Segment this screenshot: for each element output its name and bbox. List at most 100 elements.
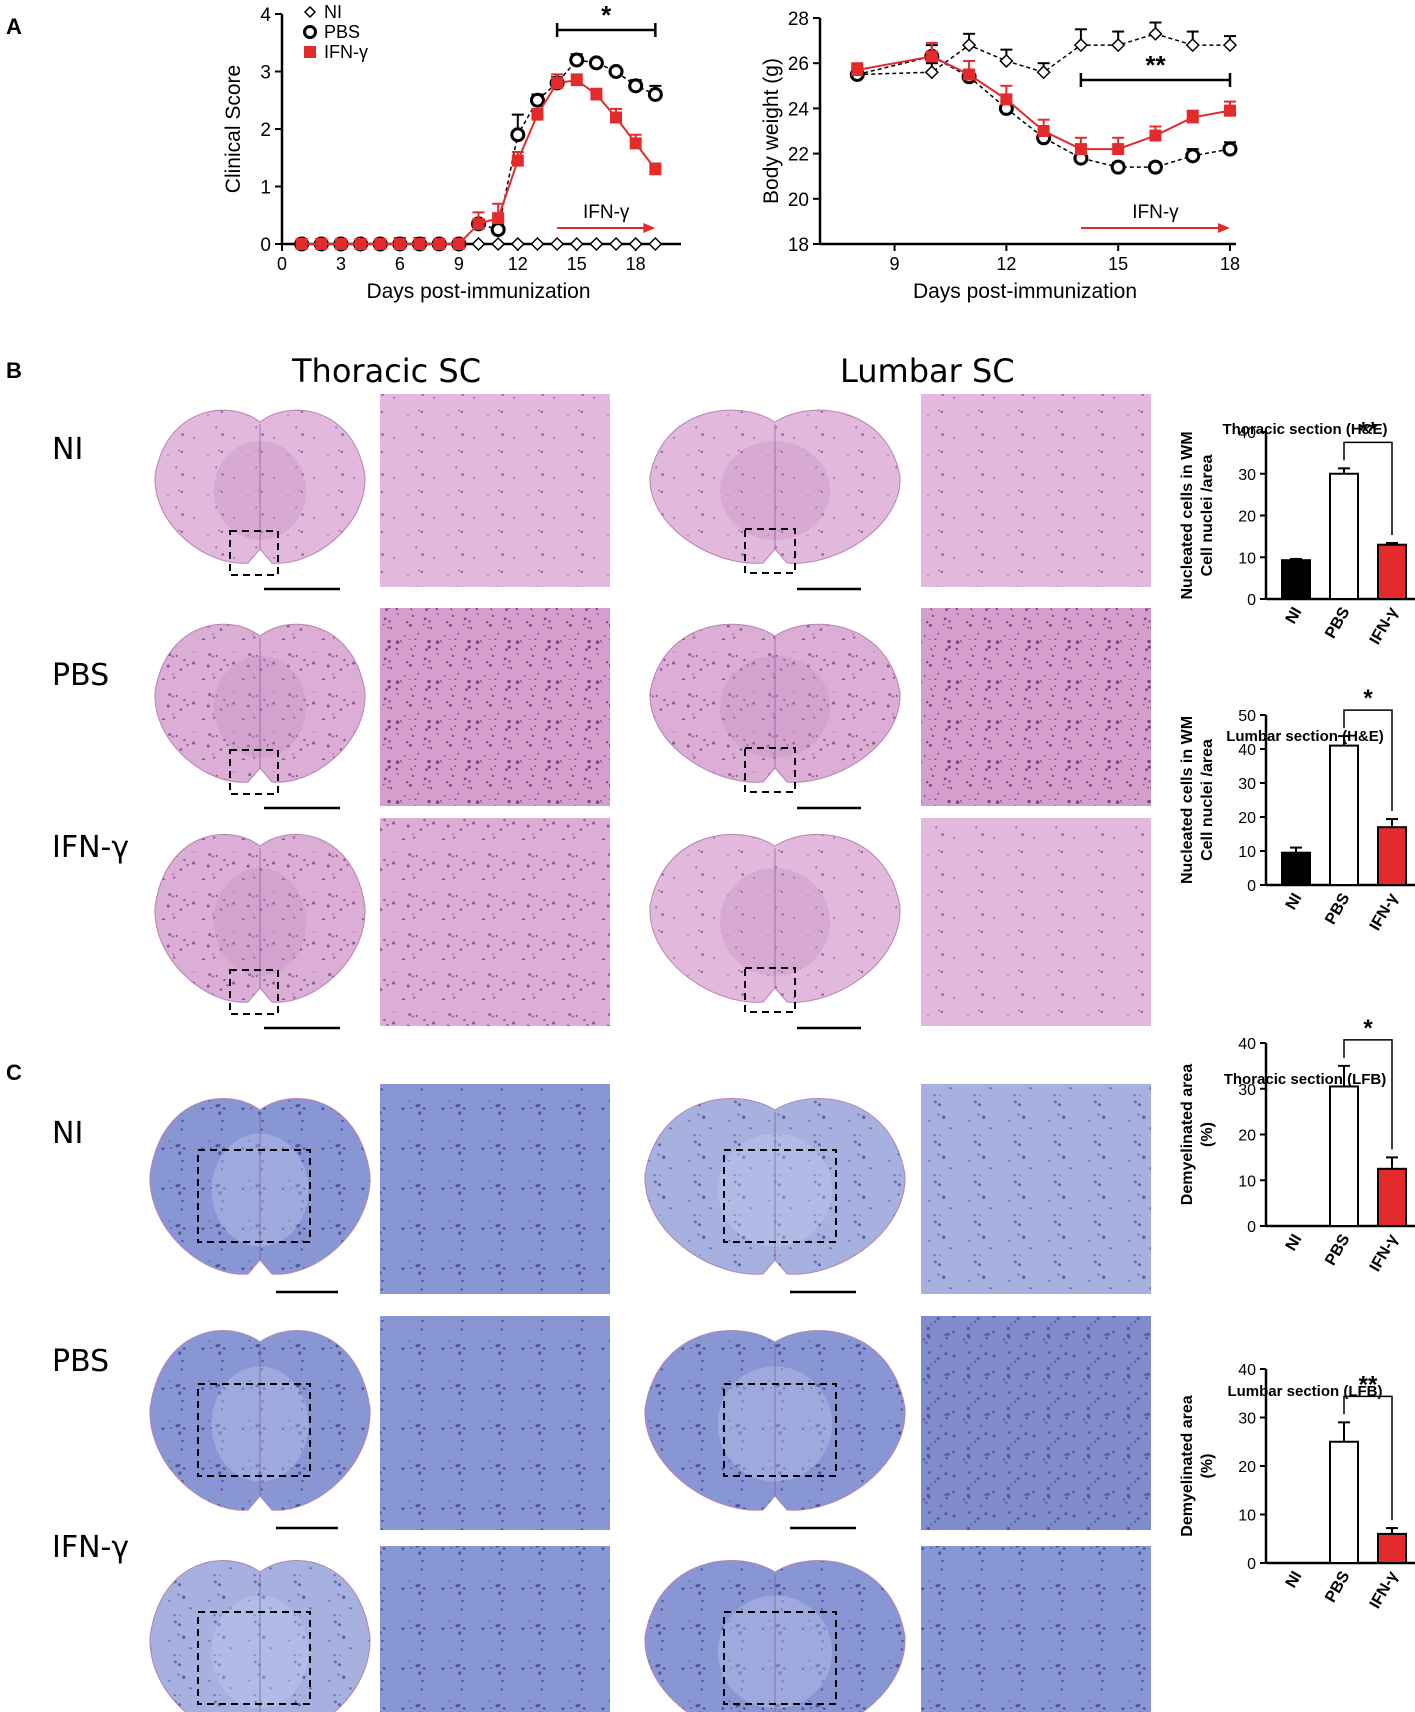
data-point-pbs bbox=[510, 127, 526, 143]
y-tick-label: 20 bbox=[1238, 1128, 1256, 1145]
spinal-cord-section bbox=[644, 1330, 906, 1511]
y-axis-label: Clinical Score bbox=[222, 65, 245, 193]
data-point-ifn bbox=[472, 217, 485, 230]
zoom-region-box bbox=[744, 747, 796, 793]
data-point-ifn bbox=[1000, 93, 1013, 106]
series-line-2 bbox=[857, 55, 1231, 151]
y-tick-label: 10 bbox=[1238, 1508, 1256, 1525]
spinal-cord-section bbox=[149, 1330, 371, 1511]
column-title-lumbar: Lumbar SC bbox=[840, 352, 1015, 390]
x-tick-label: IFN-γ bbox=[1367, 1231, 1402, 1274]
y-tick-label: 0 bbox=[1247, 1219, 1256, 1236]
bar-IFN-γ bbox=[1377, 543, 1407, 600]
data-point-ni bbox=[1073, 38, 1088, 53]
y-tick-label: 50 bbox=[1238, 708, 1256, 725]
data-point-ifn bbox=[1224, 104, 1236, 117]
y-axis-label-2: (%) bbox=[1199, 1122, 1216, 1147]
zoom-region-box bbox=[723, 1149, 837, 1243]
data-point-ifn bbox=[925, 50, 938, 63]
bar-NI bbox=[1281, 851, 1311, 886]
bar-chart-lumbar-he: Lumbar section (H&E)01020304050Nucleated… bbox=[1179, 685, 1415, 934]
data-point-ni bbox=[999, 53, 1014, 69]
spinal-cord-section bbox=[649, 409, 901, 564]
y-axis-label-2: (%) bbox=[1199, 1454, 1216, 1479]
row-label-ni-lfb: NI bbox=[52, 1116, 84, 1151]
data-point-ni bbox=[924, 65, 939, 80]
data-point-pbs bbox=[569, 52, 585, 68]
legend-marker-pbs bbox=[303, 25, 317, 39]
data-point-ifn bbox=[1074, 143, 1087, 156]
y-axis-label-2: Cell nuclei /area bbox=[1199, 454, 1216, 576]
data-point-ifn bbox=[334, 238, 347, 250]
y-tick-label: 40 bbox=[1238, 425, 1256, 442]
y-tick-label: 22 bbox=[788, 145, 809, 166]
zoom-image bbox=[380, 394, 610, 587]
zoom-image bbox=[921, 1316, 1151, 1530]
zoom-image bbox=[380, 818, 610, 1026]
data-point-ni bbox=[1185, 38, 1200, 53]
data-point-ifn bbox=[963, 68, 976, 81]
panel-letter-b: B bbox=[6, 358, 22, 383]
data-point-ni bbox=[530, 236, 545, 252]
significance-bracket bbox=[1343, 1039, 1393, 1150]
significance-label: * bbox=[1363, 1015, 1373, 1042]
zoom-region-box bbox=[197, 1383, 311, 1477]
data-point-ni bbox=[1222, 38, 1238, 53]
x-tick-label: NI bbox=[1283, 1232, 1306, 1254]
data-point-pbs bbox=[628, 78, 644, 94]
data-point-ni bbox=[510, 236, 525, 252]
zoom-image bbox=[921, 818, 1151, 1026]
x-tick-label: PBS bbox=[1322, 1568, 1353, 1605]
data-point-ifn bbox=[492, 212, 505, 225]
data-point-pbs bbox=[588, 55, 604, 71]
y-tick-label: 20 bbox=[788, 190, 809, 211]
bar-IFN-γ bbox=[1377, 1167, 1407, 1227]
y-tick-label: 0 bbox=[1247, 878, 1256, 895]
panel-letter-a: A bbox=[6, 14, 22, 39]
bar-IFN-γ bbox=[1377, 1532, 1407, 1564]
bar-NI bbox=[1281, 559, 1311, 600]
spinal-cord-section bbox=[644, 1560, 906, 1712]
x-tick-label: 15 bbox=[567, 254, 587, 274]
data-point-ifn bbox=[629, 137, 642, 150]
y-tick-label: 28 bbox=[788, 9, 809, 30]
zoom-region-box bbox=[229, 530, 279, 576]
bar-PBS bbox=[1329, 472, 1359, 600]
data-point-ni bbox=[1036, 65, 1051, 80]
data-point-ifn bbox=[851, 63, 864, 76]
zoom-image bbox=[921, 608, 1151, 806]
data-point-ifn bbox=[374, 238, 387, 250]
significance-bracket bbox=[1343, 709, 1393, 812]
y-axis-label: Nucleated cells in WM bbox=[1179, 716, 1196, 884]
data-point-ifn bbox=[511, 154, 524, 167]
y-tick-label: 4 bbox=[260, 5, 271, 26]
data-point-ifn bbox=[413, 238, 426, 250]
zoom-image bbox=[380, 608, 610, 806]
spinal-cord-section bbox=[154, 409, 366, 564]
data-point-ifn bbox=[610, 111, 623, 124]
y-tick-label: 40 bbox=[1238, 1036, 1256, 1053]
significance-bracket bbox=[1343, 1395, 1393, 1521]
zoom-image bbox=[380, 1316, 610, 1530]
series-line-1 bbox=[857, 55, 1231, 168]
y-axis-label: Body weight (g) bbox=[760, 58, 783, 204]
x-tick-label: IFN-γ bbox=[1367, 1568, 1402, 1611]
x-tick-label: PBS bbox=[1322, 1231, 1353, 1268]
legend-marker-ni bbox=[303, 5, 317, 19]
spinal-cord-section bbox=[154, 833, 366, 1003]
treatment-label: IFN-γ bbox=[583, 202, 630, 223]
data-point-ni bbox=[569, 236, 584, 252]
x-tick-label: NI bbox=[1283, 605, 1306, 627]
zoom-image bbox=[380, 1546, 610, 1712]
y-tick-label: 0 bbox=[1247, 592, 1256, 609]
data-point-pbs bbox=[1147, 159, 1163, 175]
zoom-image bbox=[921, 1084, 1151, 1294]
y-tick-label: 30 bbox=[1238, 1082, 1256, 1099]
significance-bracket bbox=[1343, 441, 1393, 536]
row-label-ifn-he: IFN-γ bbox=[52, 830, 130, 865]
data-point-ifn bbox=[531, 108, 544, 121]
x-tick-label: NI bbox=[1283, 1569, 1306, 1591]
y-tick-label: 26 bbox=[788, 54, 809, 75]
x-tick-label: 9 bbox=[890, 254, 900, 274]
